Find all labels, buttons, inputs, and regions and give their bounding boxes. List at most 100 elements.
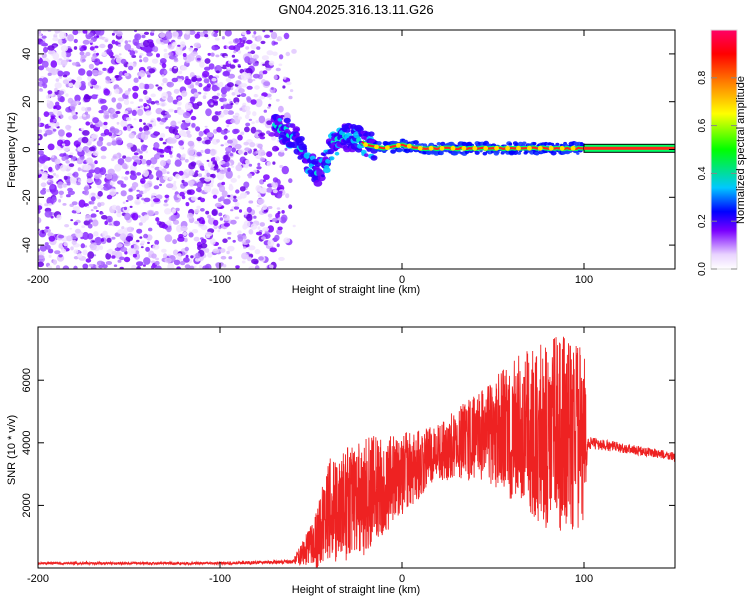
noise-speckle xyxy=(159,58,167,64)
noise-speckle xyxy=(132,253,137,258)
noise-speckle xyxy=(41,83,46,86)
noise-speckle xyxy=(85,258,92,263)
noise-speckle xyxy=(84,93,90,100)
noise-speckle xyxy=(134,199,141,206)
noise-speckle xyxy=(93,50,97,53)
noise-speckle xyxy=(83,189,90,196)
ridge-peak-marker xyxy=(374,144,379,150)
noise-speckle xyxy=(268,264,274,269)
ridge-blob xyxy=(376,141,382,146)
noise-speckle xyxy=(43,30,47,33)
ridge-blob xyxy=(274,132,281,138)
noise-speckle xyxy=(40,173,48,181)
noise-speckle xyxy=(267,213,273,218)
spectrogram-ridge xyxy=(270,113,675,187)
noise-speckle xyxy=(72,62,77,66)
noise-speckle xyxy=(82,30,88,34)
noise-speckle xyxy=(153,153,161,160)
noise-speckle xyxy=(88,169,95,174)
noise-speckle xyxy=(146,159,152,166)
noise-speckle xyxy=(162,141,167,145)
snr-y-tick-label: 2000 xyxy=(21,493,33,517)
noise-speckle xyxy=(254,265,260,269)
noise-speckle xyxy=(173,180,177,184)
spectrogram-y-tick-label: -40 xyxy=(21,237,33,253)
noise-speckle xyxy=(177,121,181,124)
noise-speckle xyxy=(218,212,223,217)
noise-speckle xyxy=(203,136,210,141)
noise-speckle xyxy=(112,153,120,160)
noise-speckle xyxy=(143,197,151,203)
noise-speckle xyxy=(117,97,125,102)
noise-speckle xyxy=(237,116,242,120)
noise-speckle xyxy=(193,236,200,242)
noise-speckle xyxy=(125,171,130,175)
noise-speckle xyxy=(202,70,210,78)
noise-speckle xyxy=(85,121,90,126)
noise-speckle xyxy=(285,193,290,199)
noise-speckle xyxy=(142,46,149,52)
noise-speckle xyxy=(224,55,228,59)
noise-speckle xyxy=(161,248,167,253)
noise-speckle xyxy=(239,107,243,111)
noise-speckle xyxy=(54,250,61,255)
noise-speckle xyxy=(280,149,285,153)
noise-speckle xyxy=(218,162,222,165)
noise-speckle xyxy=(54,87,58,92)
noise-speckle xyxy=(52,108,59,115)
noise-speckle xyxy=(212,194,218,199)
noise-speckle xyxy=(116,121,120,125)
noise-speckle xyxy=(177,109,185,116)
noise-speckle xyxy=(154,166,161,171)
noise-speckle xyxy=(80,80,86,88)
noise-speckle xyxy=(38,129,43,133)
noise-speckle xyxy=(117,229,125,235)
noise-speckle xyxy=(189,72,195,78)
noise-speckle xyxy=(266,50,274,56)
noise-speckle xyxy=(276,243,280,248)
ridge-blob xyxy=(422,143,428,147)
noise-speckle xyxy=(227,245,235,252)
noise-speckle xyxy=(111,255,116,259)
spectrogram-y-tick-label: 20 xyxy=(21,96,33,108)
noise-speckle xyxy=(186,212,194,220)
noise-speckle xyxy=(126,226,134,233)
noise-speckle xyxy=(115,110,121,115)
noise-speckle xyxy=(244,147,251,152)
colorbar-tick-label: 0.8 xyxy=(697,70,708,84)
noise-speckle xyxy=(225,170,233,179)
noise-speckle xyxy=(197,197,201,201)
noise-speckle xyxy=(187,180,195,186)
noise-speckle xyxy=(62,265,70,269)
noise-speckle xyxy=(155,217,160,222)
snr-x-ticks: -200 -100 0 100 xyxy=(27,327,593,585)
noise-speckle xyxy=(67,77,72,82)
noise-speckle xyxy=(193,92,199,98)
noise-speckle xyxy=(243,181,250,188)
noise-speckle xyxy=(184,238,188,243)
noise-speckle xyxy=(249,142,256,148)
noise-speckle xyxy=(151,123,157,127)
noise-speckle xyxy=(47,45,55,51)
noise-speckle xyxy=(147,173,154,180)
noise-speckle xyxy=(54,163,61,170)
noise-speckle xyxy=(50,60,58,68)
noise-speckle xyxy=(252,79,256,82)
noise-speckle xyxy=(228,98,232,102)
noise-speckle xyxy=(258,256,264,261)
noise-speckle xyxy=(263,209,268,213)
noise-speckle xyxy=(120,190,127,197)
noise-speckle xyxy=(131,212,139,221)
ridge-blob xyxy=(298,136,305,142)
noise-speckle xyxy=(230,119,236,124)
ridge-blob xyxy=(295,133,300,137)
noise-speckle xyxy=(248,266,256,269)
noise-speckle xyxy=(205,210,210,215)
noise-speckle xyxy=(161,82,165,86)
noise-speckle xyxy=(100,155,107,160)
noise-speckle xyxy=(182,153,186,158)
noise-speckle xyxy=(233,50,237,54)
noise-speckle xyxy=(272,189,278,194)
noise-speckle xyxy=(286,81,292,86)
noise-speckle xyxy=(240,83,248,88)
